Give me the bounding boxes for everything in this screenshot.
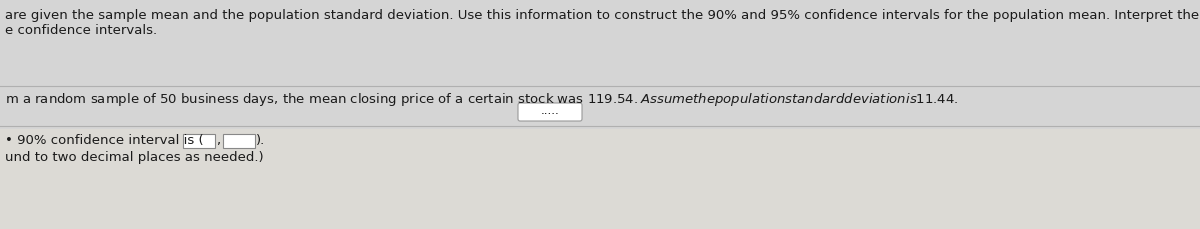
- Text: e confidence intervals.: e confidence intervals.: [5, 24, 157, 37]
- Bar: [0, 129, 1200, 229]
- Text: ).: ).: [256, 134, 265, 147]
- Text: .....: .....: [541, 104, 559, 117]
- FancyBboxPatch shape: [518, 103, 582, 121]
- Bar: [0, 0, 1200, 129]
- Text: und to two decimal places as needed.): und to two decimal places as needed.): [5, 151, 264, 164]
- Text: • 90% confidence interval is (: • 90% confidence interval is (: [5, 134, 204, 147]
- Text: m a random sample of 50 business days, the mean closing price of a certain stock: m a random sample of 50 business days, t…: [5, 91, 959, 108]
- Bar: [223, 134, 256, 148]
- Text: ,: ,: [216, 134, 220, 147]
- Text: are given the sample mean and the population standard deviation. Use this inform: are given the sample mean and the popula…: [5, 9, 1200, 22]
- Bar: [182, 134, 215, 148]
